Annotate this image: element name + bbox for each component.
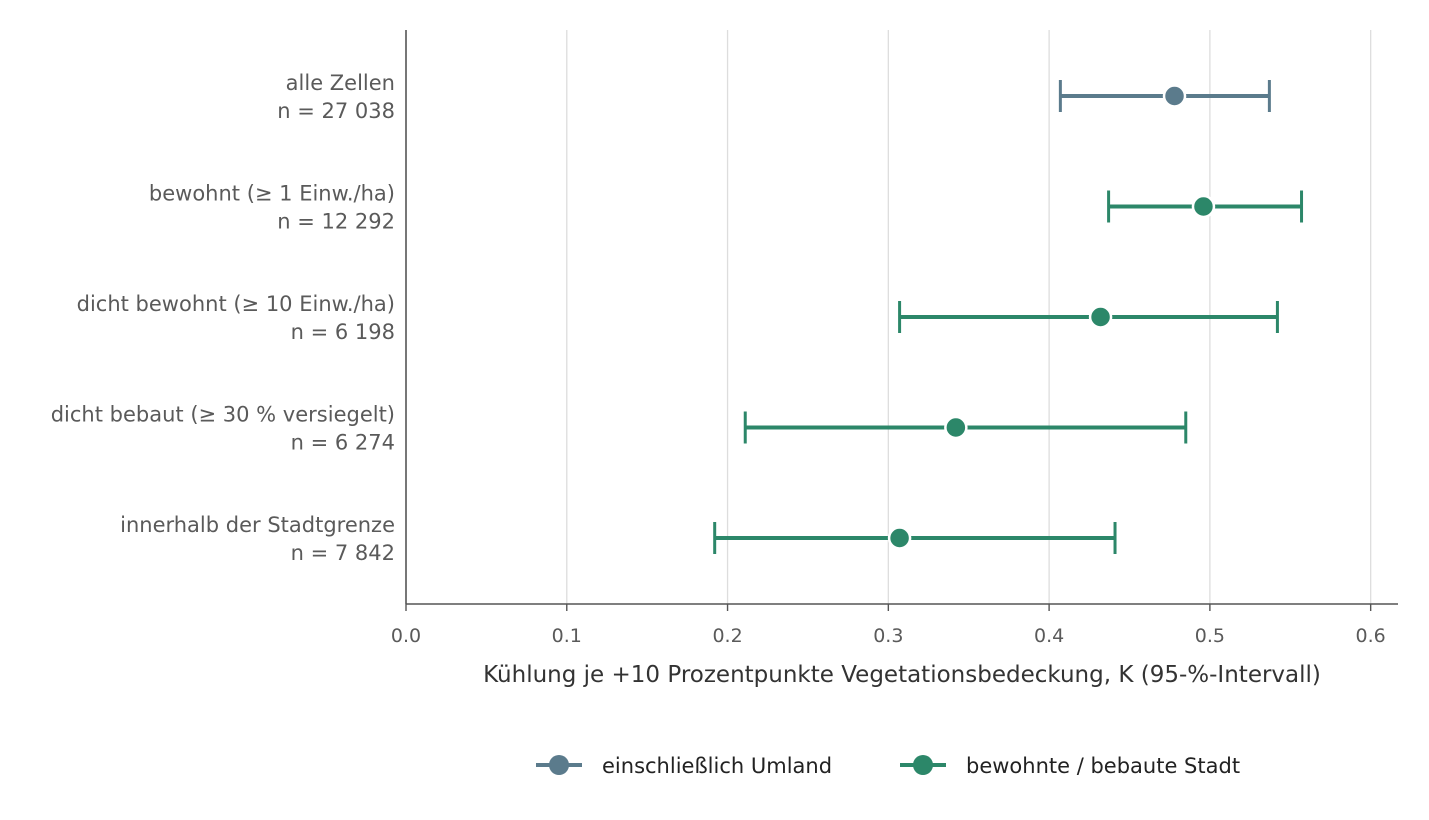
legend-label: einschließlich Umland [602,754,832,778]
row-n-label: n = 6 198 [291,320,395,344]
estimate-point [944,415,968,440]
data-row: dicht bebaut (≥ 30 % versiegelt) n = 6 27… [51,403,1188,455]
estimate-point [1088,305,1113,329]
x-ticks: 0.0 0.1 0.2 0.3 0.4 0.5 0.6 [391,604,1386,647]
legend: einschließlich Umland bewohnte / bebaute … [536,754,1240,778]
legend-label: bewohnte / bebaute Stadt [966,754,1240,778]
legend-swatch-point [913,755,933,775]
x-tick-label: 0.6 [1356,625,1386,647]
row-label: dicht bewohnt (≥ 10 Einw./ha) [77,292,395,316]
data-row: innerhalb der Stadtgrenze n = 7 842 [120,513,1117,565]
row-label: bewohnt (≥ 1 Einw./ha) [149,182,395,206]
row-n-label: n = 6 274 [291,431,395,455]
data-rows: alle Zellen n = 27 038 bewohnt (≥ 1 Einw./… [51,71,1304,565]
x-tick-label: 0.2 [712,625,742,647]
legend-item: bewohnte / bebaute Stadt [900,754,1240,778]
x-axis-title: Kühlung je +10 Prozentpunkte Vegetations… [483,662,1321,688]
estimate-point [1162,84,1187,108]
x-tick-label: 0.4 [1034,625,1064,647]
data-row: dicht bewohnt (≥ 10 Einw./ha) n = 6 198 [77,292,1279,344]
x-tick-label: 0.5 [1195,625,1225,647]
x-tick-label: 0.1 [552,625,582,647]
legend-item: einschließlich Umland [536,754,832,778]
axes [405,30,1398,605]
row-label: alle Zellen [286,71,395,95]
row-n-label: n = 7 842 [291,541,395,565]
estimate-point [887,526,912,550]
row-n-label: n = 27 038 [277,99,395,123]
row-label: innerhalb der Stadtgrenze [120,513,395,537]
row-n-label: n = 12 292 [277,210,395,234]
x-tick-label: 0.3 [873,625,903,647]
legend-swatch-point [549,755,569,775]
data-row: bewohnt (≥ 1 Einw./ha) n = 12 292 [149,182,1304,234]
data-row: alle Zellen n = 27 038 [277,71,1271,123]
row-label: dicht bebaut (≥ 30 % versiegelt) [51,403,395,427]
x-tick-label: 0.0 [391,625,421,647]
estimate-point [1191,194,1216,219]
